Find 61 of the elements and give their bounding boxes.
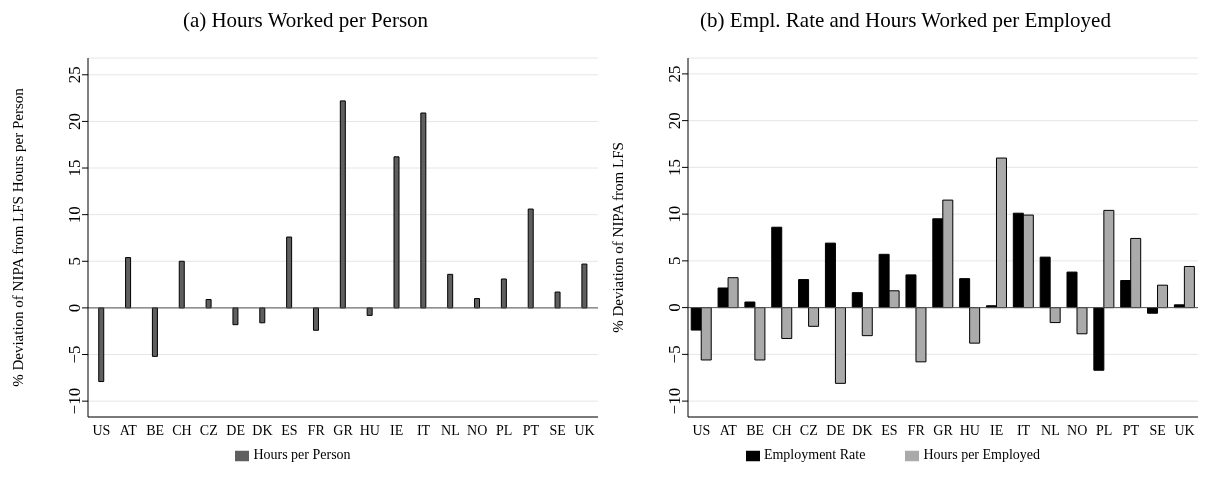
y-tick-label: −10 (65, 387, 84, 415)
x-tick-label: PL (1095, 422, 1113, 438)
x-tick-label: DE (226, 422, 245, 438)
x-tick-label: IT (416, 422, 431, 438)
x-tick-label: HU (359, 422, 380, 438)
x-tick-label: CZ (799, 422, 818, 438)
x-tick-label: PT (1122, 422, 1140, 438)
y-tick-label: 0 (65, 303, 84, 313)
y-tick-label: 25 (65, 66, 84, 84)
x-tick-label: GR (933, 422, 954, 438)
x-tick-label: NO (467, 422, 488, 438)
y-tick-label: 0 (665, 303, 684, 312)
x-tick-label: UK (574, 422, 595, 438)
x-tick-label: DE (826, 422, 845, 438)
y-tick-label: 5 (65, 257, 84, 266)
x-tick-label: SE (1149, 422, 1166, 438)
x-tick-label: AT (719, 422, 738, 438)
chart-title: (a) Hours Worked per Person (181, 8, 430, 34)
x-tick-label: BE (146, 422, 165, 438)
x-tick-label: NO (1067, 422, 1088, 438)
y-tick-label: 20 (665, 112, 684, 130)
y-tick-label: 15 (665, 158, 684, 176)
x-tick-label: SE (549, 422, 566, 438)
y-tick-label: −5 (665, 345, 684, 364)
y-tick-label: 25 (665, 65, 684, 83)
y-tick-label: 5 (665, 256, 684, 266)
x-tick-label: BE (746, 422, 765, 438)
y-tick-label: 10 (665, 205, 684, 223)
x-tick-label: PL (495, 422, 513, 438)
x-tick-label: US (692, 422, 711, 438)
x-tick-label: NL (1041, 422, 1060, 438)
x-tick-label: GR (333, 422, 354, 438)
y-tick-label: 20 (65, 112, 84, 130)
x-tick-label: CH (772, 422, 792, 438)
y-tick-label: −10 (665, 387, 684, 415)
x-tick-label: US (92, 422, 111, 438)
chart-title: (b) Empl. Rate and Hours Worked per Employed (699, 8, 1112, 34)
x-tick-label: IE (990, 422, 1004, 438)
y-tick-label: −5 (65, 345, 84, 364)
x-tick-label: AT (119, 422, 138, 438)
x-tick-label: UK (1174, 422, 1195, 438)
x-tick-label: DK (252, 422, 273, 438)
x-tick-label: DK (852, 422, 873, 438)
x-tick-label: FR (907, 422, 926, 438)
legend-label: Hours per Employed (923, 447, 1041, 462)
legend-label: Employment Rate (763, 447, 866, 462)
x-tick-label: ES (881, 422, 898, 438)
x-tick-label: ES (281, 422, 298, 438)
x-tick-label: CZ (199, 422, 218, 438)
x-tick-label: IE (390, 422, 404, 438)
x-tick-label: NL (441, 422, 460, 438)
legend-label: Hours per Person (253, 447, 351, 462)
y-axis-title: % Deviation of NIPA from LFS Hours per Person (10, 87, 27, 387)
x-tick-label: HU (959, 422, 980, 438)
x-tick-label: FR (307, 422, 326, 438)
y-tick-label: 10 (65, 206, 84, 224)
y-tick-label: 15 (65, 159, 84, 177)
y-axis-title: % Deviation of NIPA from LFS (610, 142, 627, 333)
x-tick-label: IT (1016, 422, 1031, 438)
x-tick-label: PT (522, 422, 540, 438)
x-tick-label: CH (172, 422, 192, 438)
